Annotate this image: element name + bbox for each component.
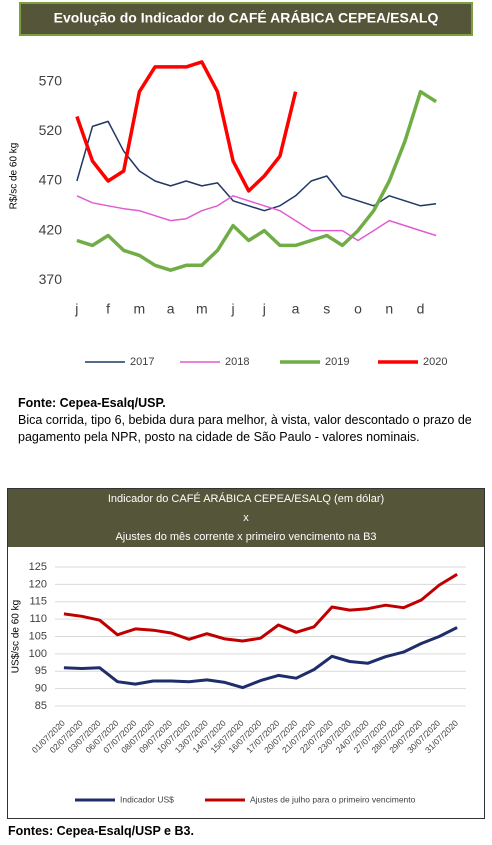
y-tick-label: 105 bbox=[29, 630, 47, 642]
source: Fontes: Cepea-Esalq/USP e B3. bbox=[8, 824, 194, 838]
y-tick-label: 110 bbox=[29, 613, 47, 625]
chart-title: Evolução do Indicador do CAFÉ ARÁBICA CE… bbox=[54, 10, 439, 26]
y-tick-label: 570 bbox=[39, 72, 63, 88]
chart-title: Ajustes do mês corrente x primeiro venci… bbox=[115, 531, 376, 543]
y-tick-label: 90 bbox=[35, 683, 47, 695]
y-tick-label: 85 bbox=[35, 700, 47, 712]
series-line bbox=[76, 195, 437, 242]
y-axis-label: R$/sc de 60 kg bbox=[9, 143, 20, 210]
y-tick-label: 120 bbox=[29, 578, 47, 590]
y-axis-label: US$/sc de 60 kg bbox=[11, 600, 22, 673]
y-tick-label: 520 bbox=[39, 122, 63, 138]
note: Bica corrida, tipo 6, bebida dura para m… bbox=[18, 413, 472, 444]
series-line bbox=[76, 89, 438, 272]
x-tick-label: j bbox=[262, 301, 266, 317]
y-tick-label: 125 bbox=[29, 561, 47, 573]
legend-label: Indicador US$ bbox=[120, 794, 174, 804]
legend-label: 2020 bbox=[423, 356, 447, 368]
x-tick-label: a bbox=[167, 301, 175, 317]
x-tick-label: d bbox=[417, 301, 425, 317]
y-tick-label: 115 bbox=[29, 596, 47, 608]
x-tick-label: s bbox=[323, 301, 330, 317]
x-tick-label: m bbox=[134, 301, 146, 317]
x-tick-label: n bbox=[385, 301, 393, 317]
series-line bbox=[63, 573, 458, 643]
x-tick-label: o bbox=[354, 301, 362, 317]
series-line bbox=[63, 626, 458, 690]
chart-title: x bbox=[243, 512, 249, 524]
x-tick-label: a bbox=[292, 301, 300, 317]
legend-label: Ajustes de julho para o primeiro vencime… bbox=[250, 794, 416, 804]
chart-title: Indicador do CAFÉ ARÁBICA CEPEA/ESALQ (e… bbox=[108, 492, 384, 505]
chart-box bbox=[7, 488, 485, 819]
y-tick-label: 100 bbox=[29, 648, 47, 660]
series-line bbox=[75, 60, 298, 193]
x-tick-label: j bbox=[74, 301, 78, 317]
legend-label: 2018 bbox=[225, 356, 249, 368]
legend-label: 2017 bbox=[130, 356, 154, 368]
x-tick-label: j bbox=[231, 301, 235, 317]
y-tick-label: 95 bbox=[35, 665, 47, 677]
x-tick-label: m bbox=[196, 301, 208, 317]
title-box bbox=[19, 2, 473, 36]
source: Fonte: Cepea-Esalq/USP. bbox=[18, 396, 166, 410]
legend-label: 2019 bbox=[325, 356, 349, 368]
title-box bbox=[8, 489, 484, 547]
y-tick-label: 370 bbox=[39, 271, 63, 287]
y-tick-label: 470 bbox=[39, 172, 63, 188]
y-tick-label: 420 bbox=[39, 221, 63, 237]
x-tick-label: f bbox=[106, 301, 110, 317]
